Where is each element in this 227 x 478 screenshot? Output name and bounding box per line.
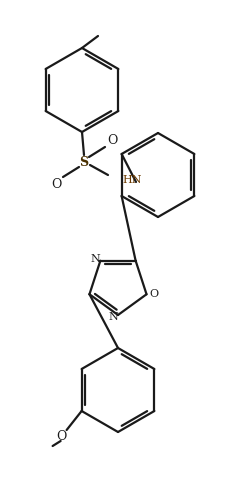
Text: S: S [79, 155, 89, 169]
Text: O: O [51, 177, 61, 191]
Text: N: N [108, 312, 118, 322]
Text: N: N [91, 254, 100, 264]
Text: O: O [149, 289, 158, 299]
Text: HN: HN [122, 175, 141, 185]
Text: O: O [57, 431, 67, 444]
Text: O: O [107, 133, 117, 146]
